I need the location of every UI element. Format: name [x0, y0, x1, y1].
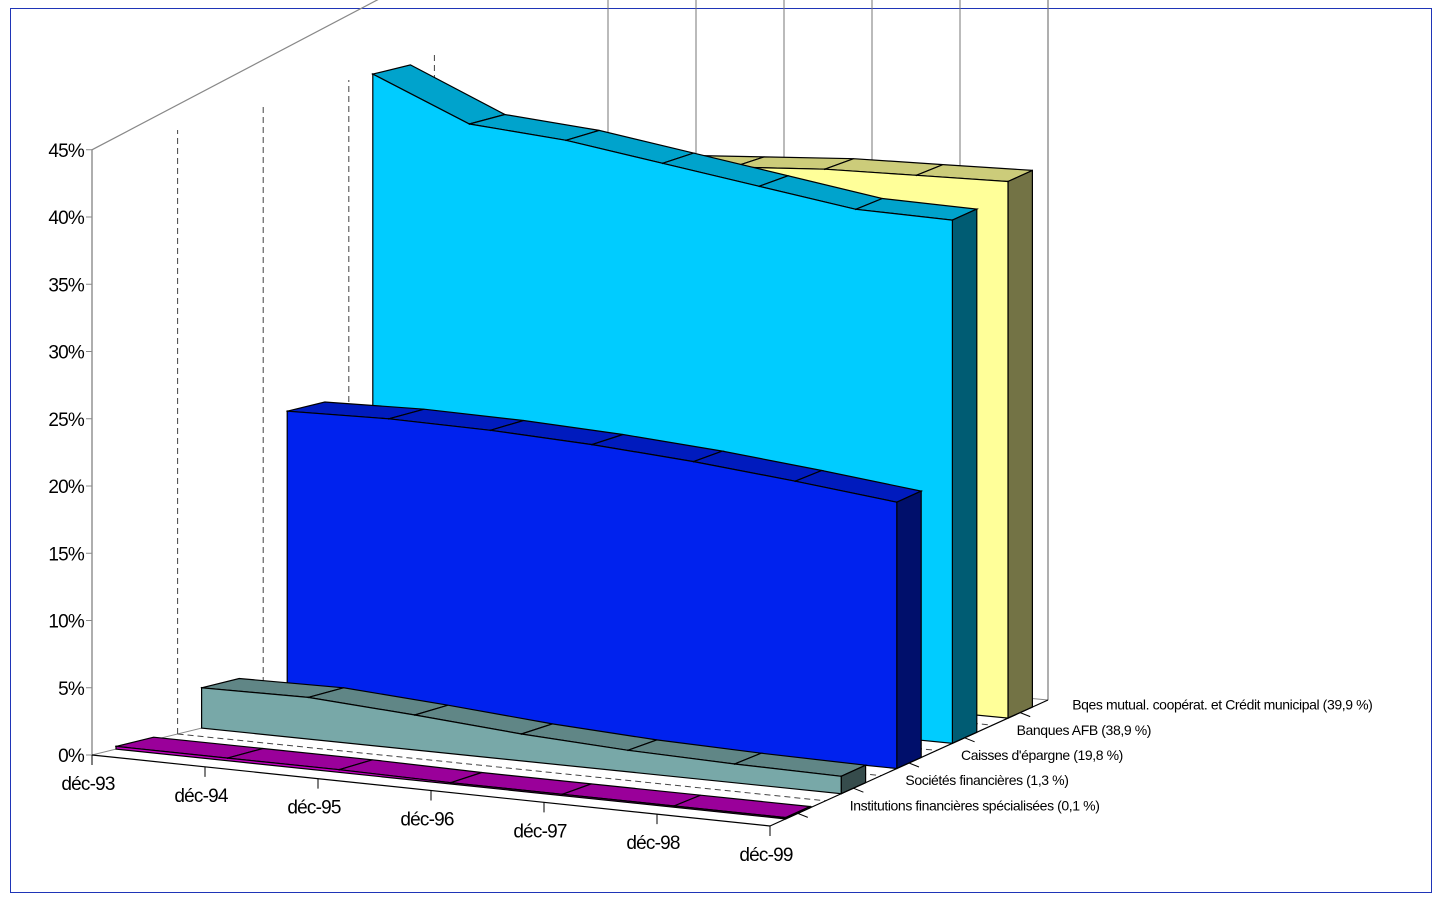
data-point: [338, 768, 341, 771]
data-point: [489, 429, 492, 432]
data-point: [627, 749, 629, 752]
data-point: [823, 168, 826, 171]
series-ribbon: [200, 677, 868, 795]
data-point: [468, 123, 471, 125]
y-tick-label: 15%: [48, 544, 85, 565]
data-point: [784, 816, 787, 819]
data-point: [591, 443, 593, 446]
ribbon-front-face: [201, 687, 842, 795]
series-label: Bqes mutual. coopérat. et Crédit municip…: [1072, 697, 1372, 713]
y-tick-label: 0%: [58, 746, 85, 767]
series-tick-mark: [797, 812, 808, 818]
ribbon-end-cap: [896, 490, 922, 770]
data-point: [413, 714, 416, 716]
x-tick-label: déc-97: [513, 821, 567, 842]
y-tick-label: 30%: [48, 343, 85, 364]
data-point: [286, 410, 289, 413]
y-tick-label: 35%: [48, 275, 85, 296]
data-point: [854, 208, 857, 211]
data-point: [565, 139, 567, 142]
data-point: [840, 775, 843, 778]
data-point: [758, 185, 761, 188]
data-point: [895, 501, 898, 504]
series-tick-mark: [1020, 712, 1031, 718]
data-point: [387, 417, 390, 420]
y-tick-label: 5%: [58, 679, 85, 700]
data-point: [200, 686, 203, 689]
x-tick-label: déc-93: [61, 774, 115, 795]
data-point: [692, 460, 695, 463]
data-point: [226, 757, 229, 759]
y-tick-label: 40%: [48, 208, 85, 229]
data-point: [794, 480, 797, 483]
x-tick-label: déc-95: [287, 798, 341, 819]
ribbon-end-cap: [951, 208, 978, 745]
data-point: [307, 696, 310, 699]
series-label: Institutions financières spécialisées (0…: [850, 797, 1100, 813]
x-tick-label: déc-94: [174, 786, 229, 807]
data-point: [115, 745, 117, 748]
series-ribbon: [286, 401, 924, 770]
series-ribbon: [115, 736, 813, 820]
floor-gridline: [177, 733, 826, 802]
series-label: Caisses d'épargne (19,8 %): [961, 747, 1123, 763]
data-point: [449, 781, 452, 784]
series-tick-mark: [853, 787, 864, 793]
data-point: [371, 73, 374, 75]
x-tick-label: déc-98: [626, 833, 680, 854]
ribbon-end-cap: [1007, 169, 1034, 720]
series-ribbons: [115, 64, 1034, 820]
x-tick-label: déc-99: [739, 845, 793, 866]
y-tick-label: 20%: [48, 477, 85, 498]
data-point: [733, 763, 736, 765]
series-label: Sociétés financières (1,3 %): [905, 772, 1068, 788]
series-tick-mark: [964, 737, 975, 743]
series-axis: Institutions financières spécialisées (0…: [769, 697, 1373, 827]
series-tick-mark: [908, 762, 920, 768]
data-point: [673, 805, 675, 807]
data-point: [661, 162, 664, 165]
y-tick-label: 45%: [48, 141, 85, 162]
data-point: [951, 219, 954, 222]
x-tick-label: déc-96: [400, 810, 454, 831]
data-point: [1007, 180, 1009, 183]
y-axis: 0% 5% 10% 15% 20% 25% 30% 35% 40% 45%: [48, 141, 93, 767]
data-point: [915, 174, 918, 177]
series-label: Banques AFB (38,9 %): [1017, 722, 1151, 738]
x-axis: déc-93 déc-94 déc-95 déc-96 déc-97 déc-98 déc-…: [61, 754, 794, 866]
ribbon-front-face: [286, 410, 898, 770]
data-point: [561, 793, 564, 796]
data-point: [520, 733, 523, 735]
y-tick-label: 10%: [48, 612, 85, 633]
y-tick-label: 25%: [48, 410, 85, 431]
